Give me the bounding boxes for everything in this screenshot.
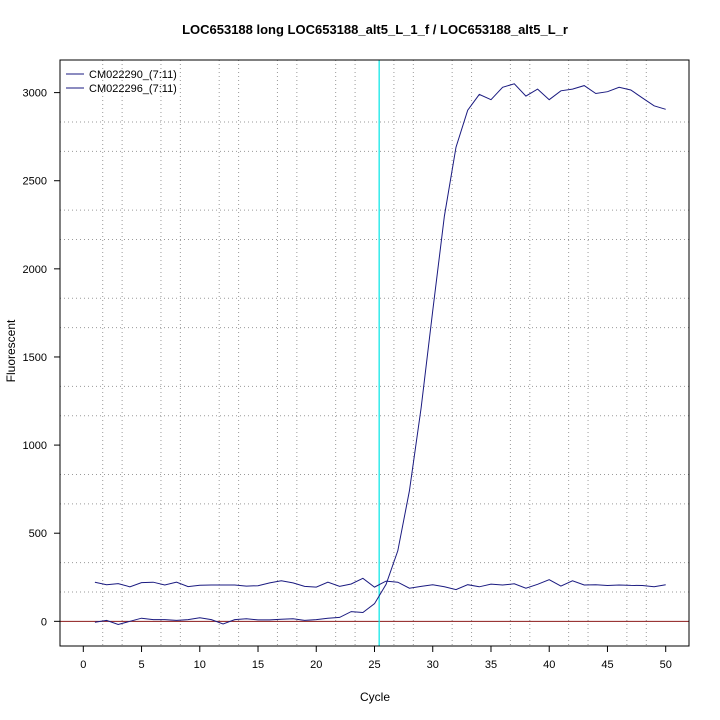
x-tick-label: 10 [194,659,206,671]
x-tick-label: 15 [252,659,264,671]
y-tick-label: 1500 [23,352,47,364]
legend-entry-label: CM022296_(7:11) [89,83,177,95]
series-line-2 [94,577,666,591]
y-tick-label: 2500 [23,176,47,188]
x-tick-label: 35 [485,659,497,671]
x-tick-label: 40 [543,659,555,671]
y-axis-label: Fluorescent [4,319,18,382]
x-axis-label: Cycle [360,690,390,704]
legend-entry-label: CM022290_(7:11) [89,69,177,81]
x-tick-label: 25 [368,659,380,671]
plot-frame [59,59,690,647]
reference-lines [60,60,689,646]
y-tick-label: 3000 [23,88,47,100]
series-line-1 [94,83,666,626]
x-tick-label: 45 [601,659,613,671]
y-tick-label: 2000 [23,264,47,276]
y-axis: 0 500 1000 1500 2000 2500 3000 [23,88,60,628]
legend: CM022290_(7:11) CM022296_(7:11) [66,69,177,95]
x-tick-label: 30 [427,659,439,671]
x-axis: 0 5 10 15 20 25 30 35 40 45 50 [80,646,672,671]
chart-title: LOC653188 long LOC653188_alt5_L_1_f / LO… [182,22,568,37]
grid-lines [60,60,689,646]
y-tick-label: 1000 [23,440,47,452]
x-tick-label: 50 [660,659,672,671]
y-tick-label: 0 [41,616,47,628]
series-lines [94,83,666,626]
x-tick-label: 0 [80,659,86,671]
y-tick-label: 500 [29,528,47,540]
x-tick-label: 5 [138,659,144,671]
x-tick-label: 20 [310,659,322,671]
